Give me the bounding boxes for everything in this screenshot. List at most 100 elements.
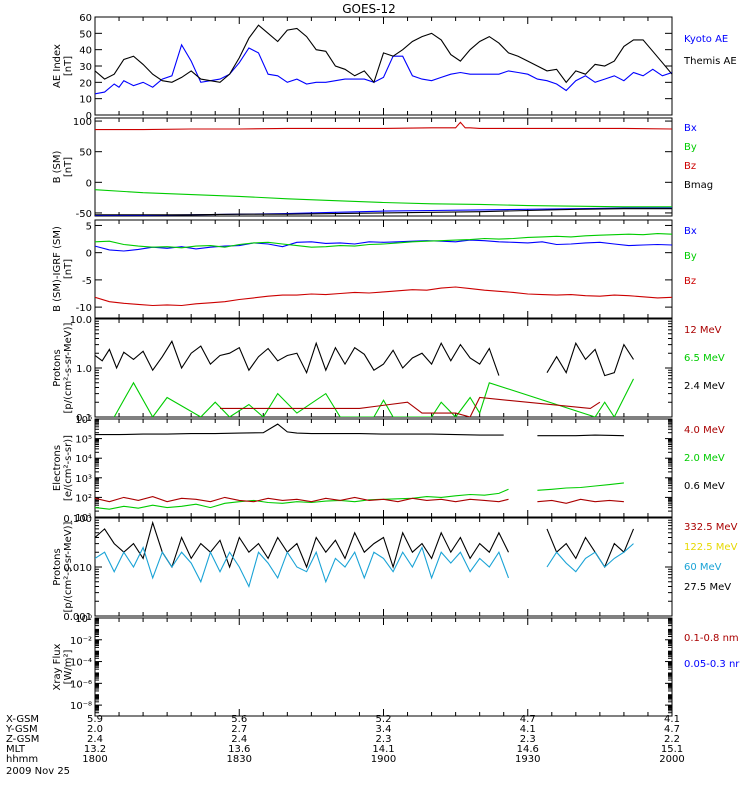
series-line-12-mev	[220, 396, 601, 417]
legend-label: 27.5 MeV	[684, 582, 731, 593]
footer-value: 2.7	[231, 724, 247, 735]
legend-label: Bx	[684, 226, 697, 237]
date-label: 2009 Nov 25	[6, 766, 70, 777]
y-axis-label: Xray Flux	[52, 643, 63, 690]
y-tick-label: 50	[79, 148, 92, 159]
footer-value: 2000	[659, 754, 684, 765]
footer-value: 4.7	[520, 714, 536, 725]
panel-xray: 10⁻⁸ 10⁻⁶ 10⁻⁴ 10⁻² 10⁰ Xray Flux [W/m²] 0.1-0.…	[52, 614, 740, 717]
series-line-by	[95, 233, 672, 249]
y-tick-label: 1.0	[76, 364, 92, 375]
legend-label: Themis AE	[683, 56, 737, 67]
y-tick-label: 10⁶	[75, 415, 92, 426]
panel-frame	[94, 517, 673, 617]
y-axis-label: AE Index	[52, 44, 63, 88]
y-tick-label: 60	[79, 13, 92, 24]
legend-label: Bx	[684, 123, 697, 134]
y-tick-label: 10¹	[75, 513, 92, 524]
footer-value: 4.1	[520, 724, 536, 735]
footer-value: 1930	[515, 754, 540, 765]
y-tick-label: 10³	[75, 474, 92, 485]
panel-electrons: 10¹ 10² 10³ 10⁴ 10⁵ 10⁶ Electrons [e/(cm²-s-sr)…	[52, 415, 725, 524]
series-line-0-6-mev	[95, 423, 624, 437]
y-axis-label: B (SM)	[52, 150, 63, 183]
y-tick-label: 10⁴	[75, 454, 92, 465]
y-axis-label: Electrons	[52, 445, 63, 491]
panel-frame	[94, 16, 673, 116]
footer-value: 5.9	[87, 714, 103, 725]
footer-value: 4.7	[664, 724, 680, 735]
y-tick-label: 10⁰	[75, 614, 92, 625]
footer-value: 13.2	[84, 744, 106, 755]
legend-label: 0.05-0.3 nr	[684, 659, 740, 670]
y-axis-label: [W/m²]	[63, 649, 74, 684]
legend-label: 122.5 MeV	[684, 542, 738, 553]
y-axis-label: B (SM)-IGRF (SM)	[52, 226, 63, 312]
y-axis-label: [nT]	[63, 259, 74, 279]
footer-row-label: X-GSM	[6, 714, 39, 725]
footer-value: 2.4	[87, 734, 103, 745]
footer-value: 5.2	[376, 714, 392, 725]
footer-value: 4.1	[664, 714, 680, 725]
y-axis-label: [nT]	[63, 157, 74, 177]
footer-value: 2.0	[87, 724, 103, 735]
legend-label: By	[684, 142, 697, 153]
panel-frame	[94, 617, 673, 717]
plot-title: GOES-12	[342, 2, 396, 16]
series-line-by	[95, 189, 672, 208]
legend-label: 0.1-0.8 nm	[684, 633, 739, 644]
y-tick-label: 0.001	[63, 612, 92, 623]
y-tick-label: 5	[86, 221, 92, 232]
footer-value: 2.3	[376, 734, 392, 745]
footer-value: 2.4	[231, 734, 247, 745]
y-tick-label: 10⁻⁴	[70, 658, 92, 669]
y-tick-label: 10²	[75, 493, 92, 504]
legend-label: Bmag	[684, 180, 713, 191]
footer-value: 13.6	[228, 744, 250, 755]
footer-row-label: Z-GSM	[6, 734, 39, 745]
footer-value: 1900	[371, 754, 396, 765]
y-tick-label: 10.0	[70, 315, 92, 326]
legend-label: 4.0 MeV	[684, 425, 725, 436]
series-line-bx	[95, 239, 672, 252]
series-line-themis-ae	[95, 24, 672, 84]
panel-frame	[94, 219, 673, 319]
panel-bsmigrf: -10 -5 0 5 B (SM)-IGRF (SM) [nT] Bx By Bz	[52, 219, 697, 319]
footer-value: 2.3	[520, 734, 536, 745]
legend-label: By	[684, 251, 697, 262]
y-tick-label: 10⁻⁸	[70, 701, 92, 712]
y-tick-label: 40	[79, 46, 92, 57]
y-axis-label: [nT]	[63, 56, 74, 76]
y-tick-label: 30	[79, 62, 92, 73]
series-line-bz	[95, 286, 672, 307]
y-tick-label: 0	[86, 178, 92, 189]
footer-value: 3.4	[376, 724, 392, 735]
y-tick-label: 20	[79, 78, 92, 89]
footer-value: 14.6	[517, 744, 539, 755]
y-tick-label: 10⁻²	[70, 636, 92, 647]
y-tick-label: 10⁻⁶	[70, 679, 92, 690]
series-line-bmag	[95, 208, 672, 216]
panel-bsm: -50 0 50 100 B (SM) [nT] Bx By Bz Bmag	[52, 117, 713, 220]
panel-ae: 0 10 20 30 40 50 60 AE Index [nT] Kyoto AE Themis …	[52, 13, 737, 122]
legend-label: 0.6 MeV	[684, 481, 725, 492]
footer-row-label: MLT	[6, 744, 26, 755]
panel-frame	[94, 117, 673, 217]
y-tick-label: 10⁵	[75, 435, 92, 446]
legend-label: 2.0 MeV	[684, 453, 725, 464]
legend-label: Kyoto AE	[684, 34, 728, 45]
y-axis-label: [p/(cm²-s-sr-MeV)]	[63, 521, 74, 612]
footer-value: 1800	[82, 754, 107, 765]
y-axis-label: [p/(cm²-s-sr-MeV)]	[63, 322, 74, 413]
series-line-6-5-mev	[113, 378, 634, 417]
legend-label: Bz	[684, 276, 696, 287]
footer-value: 1830	[227, 754, 252, 765]
footer-value: 2.2	[664, 734, 680, 745]
y-axis-label: Protons	[52, 349, 63, 386]
panel-protons2: 0.001 0.010 0.100 Protons [p/(cm²-s-sr-MeV)]…	[52, 514, 738, 623]
y-tick-label: 0	[86, 111, 92, 122]
y-axis-label: Protons	[52, 548, 63, 585]
legend-label: 12 MeV	[684, 325, 722, 336]
